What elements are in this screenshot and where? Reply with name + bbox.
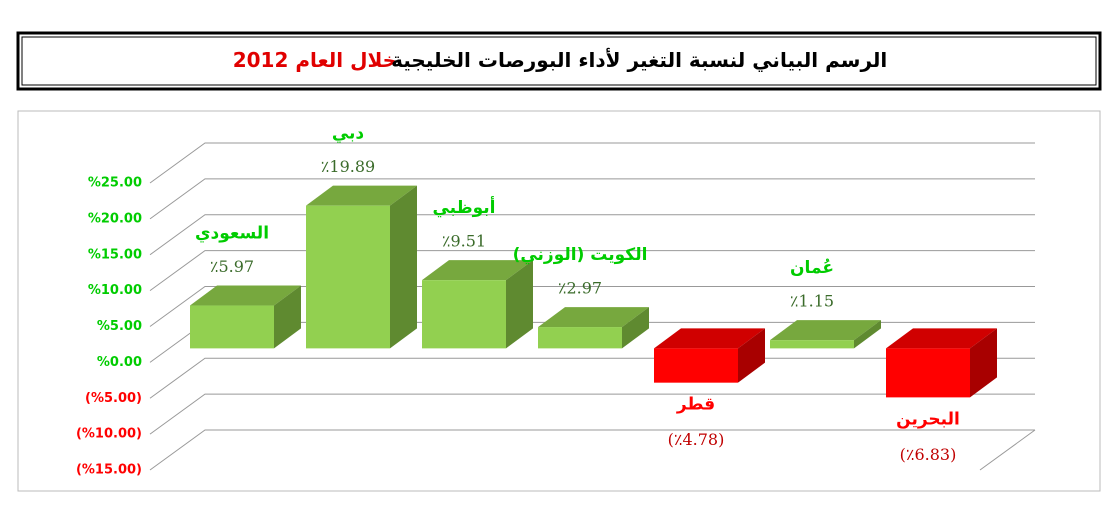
bar-top [190, 285, 301, 306]
value-label: ٪1.15 [790, 292, 834, 311]
bar-front [422, 280, 506, 349]
value-label: (٪6.83) [900, 445, 957, 464]
y-tick-label: %20.00 [88, 211, 142, 226]
bar-side [390, 185, 417, 349]
title-box [16, 31, 1102, 91]
value-label: ٪9.51 [442, 232, 486, 251]
bar-front [190, 305, 274, 349]
category-label: دبي [332, 124, 365, 144]
bar-front [306, 205, 390, 349]
bar-top [306, 185, 417, 206]
floor-edge [979, 429, 1036, 471]
bar [538, 307, 649, 349]
title-box-inner [21, 36, 1097, 86]
bar-top [422, 260, 533, 281]
category-label: عُمان [790, 258, 834, 278]
y-tick-label: %0.00 [97, 355, 142, 370]
bar-side [506, 260, 533, 349]
title-part: الرسم البياني لنسبة التغير لأداء البورصا… [391, 47, 887, 73]
bar [770, 320, 881, 349]
bar-side [738, 328, 765, 383]
grid-line [149, 250, 1035, 292]
bar-top [654, 328, 765, 349]
y-tick-label: (%15.00) [76, 463, 142, 478]
category-label: البحرين [896, 409, 960, 429]
value-label: ٪5.97 [210, 257, 254, 276]
grid-line [149, 214, 1035, 256]
grid-line [149, 142, 1035, 184]
bar-side [970, 328, 997, 398]
bar-top [886, 328, 997, 349]
bar-side [622, 307, 649, 349]
bar-top [770, 320, 881, 341]
title-part: خلال العام 2012 [233, 48, 397, 72]
bar [654, 328, 765, 383]
bar [190, 285, 301, 349]
y-tick-label: (%5.00) [85, 391, 142, 406]
bar [886, 328, 997, 398]
category-label: أبوظبي [432, 196, 495, 218]
bar-front [770, 340, 854, 349]
bar-front [886, 348, 970, 398]
y-tick-label: %25.00 [88, 176, 142, 191]
bar-side [854, 320, 881, 349]
bar-top [538, 307, 649, 328]
category-label: السعودي [195, 224, 269, 244]
category-label: الكويت (الوزني) [513, 245, 648, 265]
grid-line [149, 429, 1035, 471]
bar [422, 260, 533, 349]
y-tick-label: %10.00 [88, 283, 142, 298]
chart-area [17, 110, 1101, 492]
bar-front [654, 348, 738, 383]
bar-front [538, 327, 622, 349]
value-label: (٪4.78) [668, 430, 725, 449]
grid-line [149, 178, 1035, 220]
plot: (%15.00) (%10.00) (%5.00) %0.00 %5.00 %10.00%… [76, 124, 1036, 478]
value-label: ٪2.97 [558, 279, 602, 298]
y-tick-label: (%10.00) [76, 427, 142, 442]
bar-side [274, 285, 301, 349]
chart-title: الرسم البياني لنسبة التغير لأداء البورصا… [233, 47, 888, 73]
value-label: ٪19.89 [321, 157, 375, 176]
bar [306, 185, 417, 349]
category-label: قطر [676, 395, 715, 415]
y-tick-label: %15.00 [88, 247, 142, 262]
y-tick-label: %5.00 [97, 319, 142, 334]
grid-line [149, 286, 1035, 327]
grid-line [149, 393, 1035, 435]
